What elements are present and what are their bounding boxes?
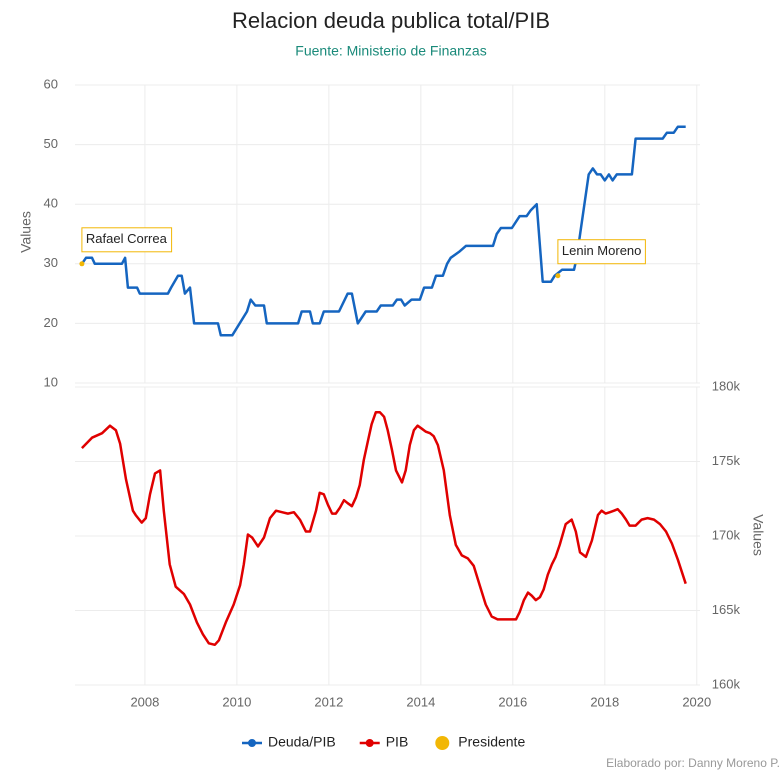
legend-marker xyxy=(248,739,256,747)
annotation-box xyxy=(557,239,646,265)
y-tick-label: 170k xyxy=(712,527,741,542)
data-point xyxy=(79,261,85,267)
marks: Rafael Correa Lenin Moreno xyxy=(79,125,687,647)
legend: Deuda/PIB PIB Presidente xyxy=(242,734,525,750)
x-tick-label: 2018 xyxy=(590,694,619,709)
legend-marker xyxy=(435,736,450,750)
y-tick-label: 165k xyxy=(712,602,741,617)
annotation: Rafael Correa xyxy=(81,227,173,253)
x-tick-label: 2008 xyxy=(130,694,159,709)
data-point xyxy=(555,273,561,279)
x-tick-label: 2016 xyxy=(498,694,527,709)
annotation-label: Lenin Moreno xyxy=(562,243,642,258)
y-tick-label: 180k xyxy=(712,378,741,393)
credit: Elaborado por: Danny Moreno P. xyxy=(606,756,780,770)
x-tick-label: 2014 xyxy=(406,694,435,709)
annotation-box xyxy=(81,227,173,253)
legend-marker xyxy=(365,739,374,747)
legend-label: Deuda/PIB xyxy=(268,734,336,750)
chart-title: Relacion deuda publica total/PIB xyxy=(232,8,550,33)
x-tick-label: 2020 xyxy=(682,694,711,709)
annotation-label: Rafael Correa xyxy=(86,231,168,246)
y-tick-label: 30 xyxy=(44,255,58,270)
y-tick-label: 40 xyxy=(44,196,58,211)
grid: 10 20 30 40 50 60 160k 165k 170k 175k 180k 2008 2010… xyxy=(44,76,741,709)
y-tick-label: 10 xyxy=(44,374,58,389)
y-tick-label: 175k xyxy=(712,453,741,468)
legend-label: Presidente xyxy=(458,734,525,750)
chart-subtitle: Fuente: Ministerio de Finanzas xyxy=(295,43,486,59)
legend-label: PIB xyxy=(386,734,409,750)
annotation: Lenin Moreno xyxy=(557,239,646,265)
y-tick-label: 50 xyxy=(44,136,58,151)
data-line xyxy=(81,411,687,647)
x-tick-label: 2010 xyxy=(222,694,251,709)
y-axis-title: Values xyxy=(750,514,766,556)
y-tick-label: 160k xyxy=(712,676,741,691)
y-tick-label: 60 xyxy=(44,76,58,91)
x-tick-label: 2012 xyxy=(314,694,343,709)
y-tick-label: 20 xyxy=(44,315,58,330)
data-line xyxy=(80,125,686,337)
y-axis-title: Values xyxy=(18,211,34,253)
